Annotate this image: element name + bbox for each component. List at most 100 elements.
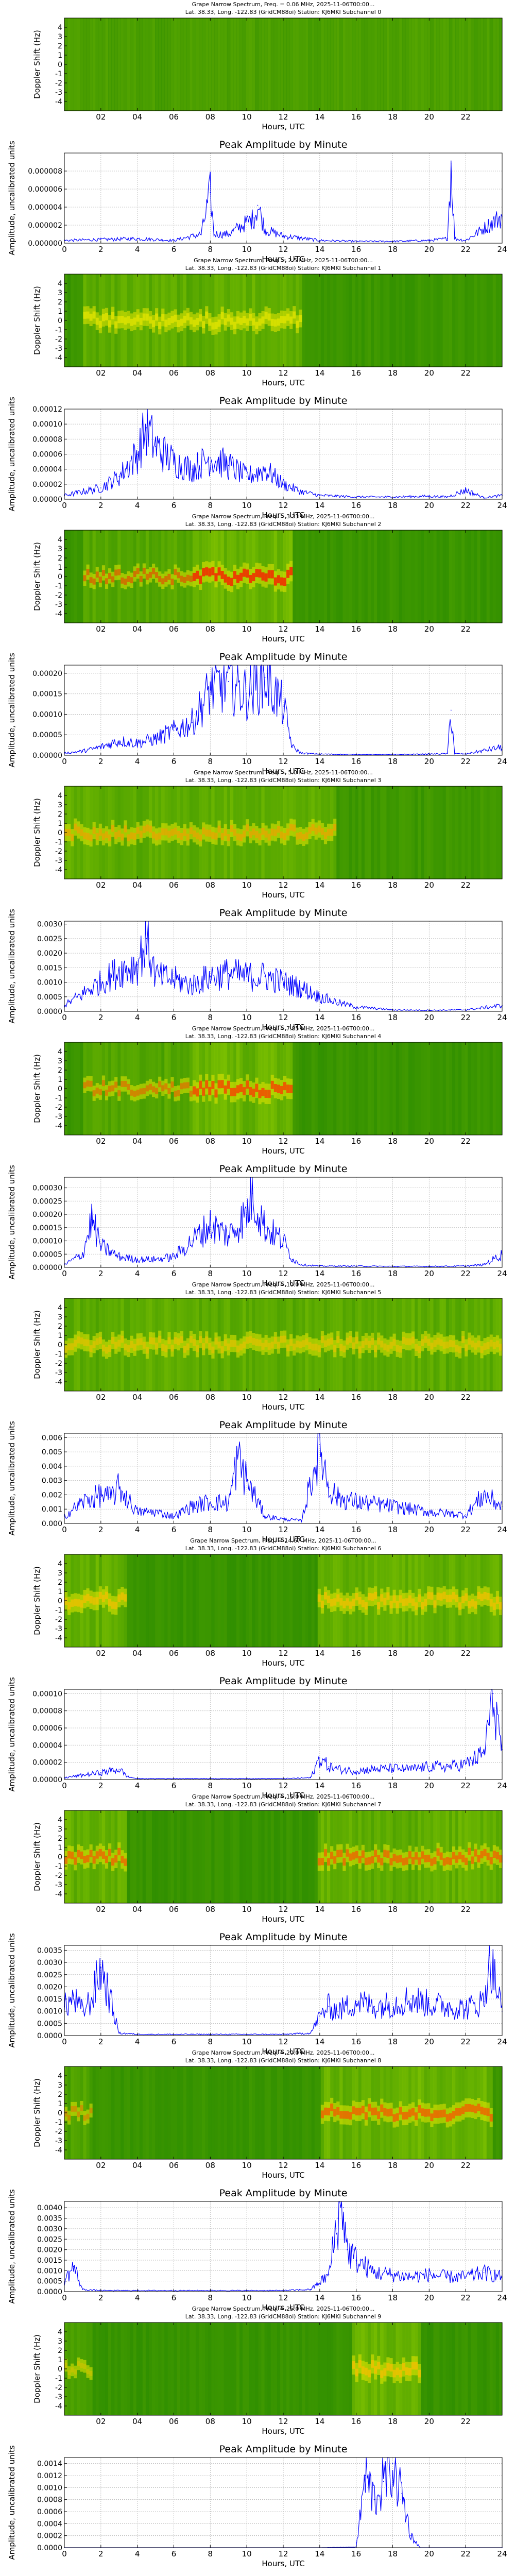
amplitude-data-point [210,976,211,977]
spectrogram-column [371,1042,374,1135]
spectrogram-column [427,18,431,111]
doppler-trace [399,1855,403,1862]
doppler-trace [121,1081,124,1087]
spectrogram-column [480,1042,484,1135]
doppler-trace [227,1343,231,1350]
spectrogram-column [336,18,340,111]
spectrogram-column [255,1554,259,1647]
doppler-trace [114,1855,118,1863]
doppler-trace [489,1857,493,1865]
doppler-trace [474,1601,478,1609]
peak-amplitude-chart: Peak Amplitude by Minute0.0000000.000002… [7,139,507,264]
amplitude-data-point [374,2499,375,2500]
amplitude-data-point [228,973,229,974]
spectrogram-column [252,18,255,111]
amplitude-data-point [401,2493,403,2494]
doppler-trace [452,1340,456,1348]
y-tick-label: 0.00012 [32,405,62,414]
y-tick-label: 0.00008 [32,435,62,444]
doppler-trace [249,313,252,321]
doppler-trace [336,1336,340,1343]
amplitude-data-point [337,1769,339,1770]
amplitude-data-point [392,2003,393,2005]
chart-subtitle: Lat. 38.33, Long. -122.83 (GridCM88oi) S… [185,521,382,528]
spectrogram-chart: Grape Narrow Spectrum, Freq. = 3.33 MHz,… [32,513,503,643]
amplitude-data-point [155,976,156,977]
doppler-trace [111,312,115,319]
doppler-trace [499,1602,503,1610]
doppler-trace [411,1336,415,1344]
doppler-trace [258,569,262,578]
spectrogram-column [492,786,496,879]
spectrogram-chart: Grape Narrow Spectrum, Freq. = 25.0 MHz,… [32,2306,503,2436]
doppler-trace [89,1345,93,1352]
amplitude-data-point [483,2272,485,2274]
spectrogram-column [383,786,387,879]
spectrogram-column [233,2323,237,2415]
spectrogram-column [483,18,487,111]
doppler-trace [374,2107,377,2115]
doppler-trace [111,1337,115,1344]
doppler-trace [183,315,187,323]
doppler-trace [405,1857,409,1865]
doppler-trace [261,1088,265,1096]
x-tick-label: 20 [424,1393,434,1402]
spectrogram-column [477,530,481,623]
amplitude-data-point [374,1769,375,1770]
doppler-trace [86,1080,90,1087]
x-tick-label: 22 [461,2293,471,2302]
chart-title: Peak Amplitude by Minute [219,395,348,406]
doppler-trace [114,1602,118,1609]
doppler-trace [108,1599,112,1606]
x-tick-label: 22 [461,112,471,122]
x-tick-label: 12 [278,1649,288,1658]
spectrogram-column [495,18,500,111]
amplitude-data-point [319,1757,320,1759]
spectrogram-column [367,786,371,879]
doppler-trace [402,1336,406,1344]
x-tick-label: 22 [461,245,471,254]
x-tick-label: 4 [135,1269,140,1278]
doppler-trace [392,1854,397,1861]
doppler-trace [367,1857,371,1865]
x-tick-label: 12 [278,112,288,122]
x-tick-label: 10 [242,1649,252,1658]
doppler-trace [252,1089,255,1097]
x-tick-label: 4 [135,757,140,766]
doppler-trace [105,1089,109,1096]
x-tick-label: 4 [135,1525,140,1534]
spectrogram-column [183,2066,187,2159]
amplitude-data-point [100,1967,101,1968]
spectrogram-column [92,2323,96,2415]
amplitude-series-line [64,409,503,499]
doppler-trace [355,2108,359,2115]
x-tick-label: 24 [497,245,507,254]
amplitude-data-point [483,1264,485,1265]
x-tick-label: 14 [315,880,324,890]
doppler-trace [217,567,221,576]
spectrogram-column [158,1554,162,1647]
spectrogram-column [342,1042,347,1135]
doppler-trace [148,571,152,578]
y-tick-label: -2 [55,79,62,88]
chart-subtitle: Lat. 38.33, Long. -122.83 (GridCM88oi) S… [185,2057,382,2064]
spectrogram-column [305,2323,309,2415]
x-tick-label: 8 [208,2037,213,2046]
doppler-trace [130,1089,134,1096]
chart-subtitle: Lat. 38.33, Long. -122.83 (GridCM88oi) S… [185,777,382,784]
spectrogram-column [352,786,356,879]
y-tick-label: 2 [58,810,62,819]
spectrogram-column [445,786,450,879]
doppler-trace [167,573,171,580]
chart-subtitle: Lat. 38.33, Long. -122.83 (GridCM88oi) S… [185,265,382,272]
doppler-trace [358,1597,362,1605]
x-tick-label: 4 [135,245,140,254]
doppler-trace [145,313,149,321]
x-tick-label: 22 [461,1393,471,1402]
doppler-trace [117,830,121,837]
spectrogram-column [311,1810,315,1903]
doppler-trace [323,1340,328,1347]
spectrogram-column [127,1810,131,1903]
doppler-trace [396,1601,400,1608]
doppler-trace [418,1346,421,1353]
